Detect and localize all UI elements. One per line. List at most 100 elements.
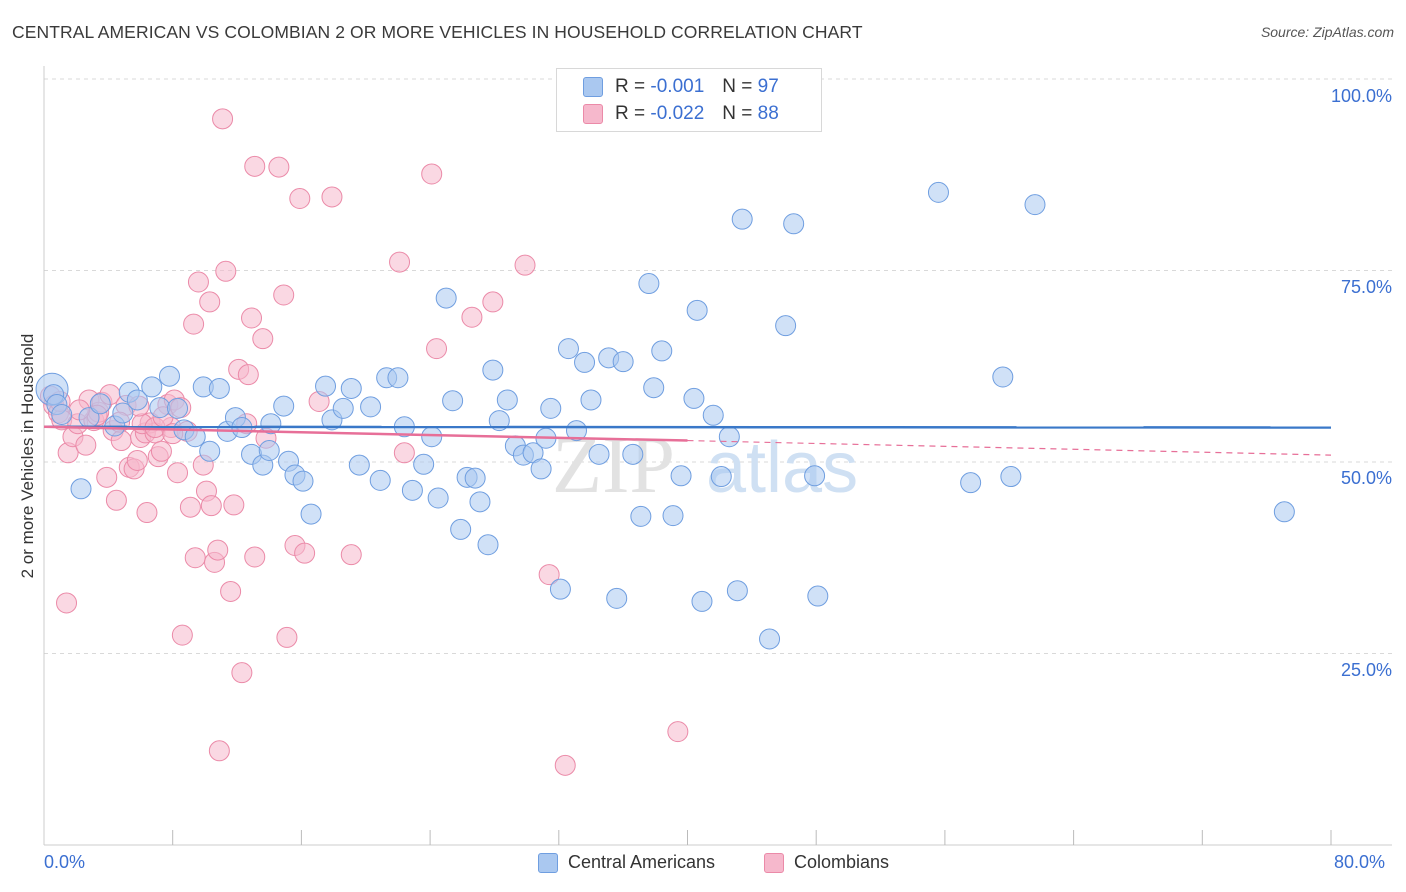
central-american-point [662,505,684,527]
central-american-point [482,359,504,381]
colombian-point [220,580,242,602]
legend-n-value: 97 [757,76,779,97]
legend-r-label: R = [615,76,646,97]
central-american-point [427,487,449,509]
colombian-point [393,442,415,464]
colombians-trend-extension [687,439,1332,456]
colombian-point [554,754,576,776]
central-american-point [683,387,705,409]
series-legend-central-americans: Central Americans [538,852,715,873]
central-american-point [112,402,134,424]
central-american-point [141,376,163,398]
y-tick-50: 50.0% [1340,468,1392,488]
central-american-point [260,413,282,435]
central-american-point [804,465,826,487]
central-american-point [638,273,660,295]
colombian-point [482,291,504,313]
central-american-point [70,478,92,500]
legend-row-central-americans: R = -0.001 N = 97 [583,75,779,99]
central-american-point [340,377,362,399]
central-american-point [258,440,280,462]
central-american-point [630,505,652,527]
colombian-point [389,251,411,273]
central-american-point [199,440,221,462]
colombian-point [223,494,245,516]
central-american-point [612,351,634,373]
central-americans-trend-line [43,425,1332,429]
central-american-point [421,426,443,448]
colombian-point [96,466,118,488]
central-american-point [710,466,732,488]
series-label-central-americans: Central Americans [568,852,716,872]
central-american-point [332,397,354,419]
central-american-point [315,375,337,397]
central-american-point [992,366,1014,388]
central-american-point [300,503,322,525]
axes [43,66,1392,846]
colombian-point [208,740,230,762]
central-american-point [488,410,510,432]
colombian-point [244,155,266,177]
central-american-point [1024,194,1046,216]
colombian-point [268,156,290,178]
central-american-point [540,397,562,419]
central-american-point [686,299,708,321]
central-american-point [496,389,518,411]
central-american-point [348,454,370,476]
colombian-point [252,328,274,350]
central-american-point [549,578,571,600]
colombian-point [231,662,253,684]
legend-n-label: N = [722,103,753,124]
central-american-point [606,587,628,609]
colombian-point [150,440,172,462]
central-american-point [477,534,499,556]
central-american-point [450,518,472,540]
colombian-point [167,462,189,484]
colombian-point [56,592,78,614]
central-american-point [670,465,692,487]
central-american-point [927,181,949,203]
central-american-point [401,479,423,501]
central-american-point [775,315,797,337]
colombian-point [126,449,148,471]
colombian-point [273,284,295,306]
central-american-point [167,397,189,419]
y-tick-25: 25.0% [1340,660,1392,680]
colombian-point [187,271,209,293]
central-american-point [158,365,180,387]
central-american-point [960,472,982,494]
legend-n-value: 88 [757,103,779,124]
central-american-point [469,491,491,513]
central-american-point [1273,501,1295,523]
central-american-point [651,340,673,362]
y-tick-75: 75.0% [1340,277,1392,297]
central-american-point [702,404,724,426]
central-american-point [435,287,457,309]
colombian-point [183,313,205,335]
colombian-point [461,306,483,328]
colombian-point [199,291,221,313]
colombian-point [105,489,127,511]
colombian-point [538,564,560,586]
legend-swatch-pink [583,104,603,124]
legend-swatch-blue [583,77,603,97]
central-americans-points [35,181,1295,650]
chart-title: CENTRAL AMERICAN VS COLOMBIAN 2 OR MORE … [12,22,863,42]
colombian-point [200,495,222,517]
legend-r-value: -0.022 [650,103,705,124]
series-swatch-pink [764,852,784,873]
correlation-legend: R = -0.001 N = 97 R = -0.022 N = 88 [556,68,822,132]
colombian-point [276,626,298,648]
colombian-point [75,434,97,456]
central-american-point [442,390,464,412]
central-american-point [691,590,713,612]
central-american-point [89,393,111,415]
central-american-point [718,426,740,448]
colombian-point [514,254,536,276]
central-american-point [726,580,748,602]
colombian-point [212,108,234,130]
colombian-point [340,544,362,566]
central-american-point [292,470,314,492]
central-american-point [565,420,587,442]
